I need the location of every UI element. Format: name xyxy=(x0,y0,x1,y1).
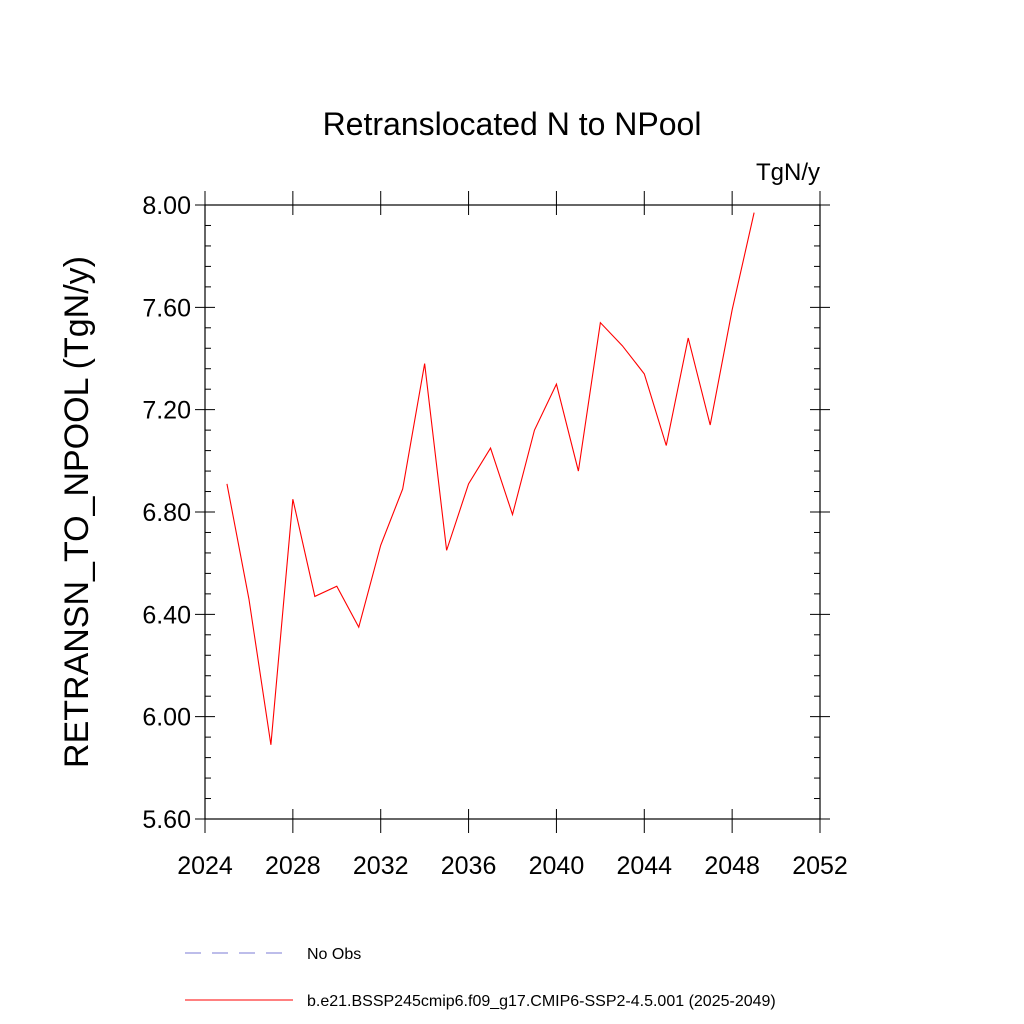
x-tick-label: 2044 xyxy=(616,852,672,880)
legend-label-model: b.e21.BSSP245cmip6.f09_g17.CMIP6-SSP2-4.… xyxy=(307,993,776,1010)
series-line xyxy=(226,212,755,745)
y-tick-label: 5.60 xyxy=(142,806,191,834)
x-tick-labels: 2024 2028 2032 2036 2040 2044 2048 2052 xyxy=(177,852,848,880)
y-tick-labels: 5.60 6.00 6.40 6.80 7.20 7.60 8.00 xyxy=(142,192,191,834)
x-tick-label: 2024 xyxy=(177,852,233,880)
units-label: TgN/y xyxy=(756,159,820,186)
legend: No Obs b.e21.BSSP245cmip6.f09_g17.CMIP6-… xyxy=(185,946,776,1010)
y-tick-label: 6.00 xyxy=(142,704,191,732)
x-tick-label: 2052 xyxy=(792,852,848,880)
y-axis-label: RETRANSN_TO_NPOOL (TgN/y) xyxy=(58,256,96,768)
series-layer xyxy=(226,212,755,745)
x-tick-label: 2048 xyxy=(704,852,760,880)
legend-label-no-obs: No Obs xyxy=(307,946,361,963)
y-tick-label: 6.40 xyxy=(142,601,191,629)
axis-ticks xyxy=(195,191,830,833)
x-tick-label: 2036 xyxy=(441,852,497,880)
y-tick-label: 8.00 xyxy=(142,192,191,220)
x-tick-label: 2028 xyxy=(265,852,321,880)
x-tick-label: 2032 xyxy=(353,852,409,880)
y-tick-label: 7.60 xyxy=(142,294,191,322)
plot-frame xyxy=(204,204,821,820)
x-tick-label: 2040 xyxy=(529,852,585,880)
y-tick-label: 7.20 xyxy=(142,397,191,425)
chart-title: Retranslocated N to NPool xyxy=(323,106,702,142)
y-tick-label: 6.80 xyxy=(142,499,191,527)
